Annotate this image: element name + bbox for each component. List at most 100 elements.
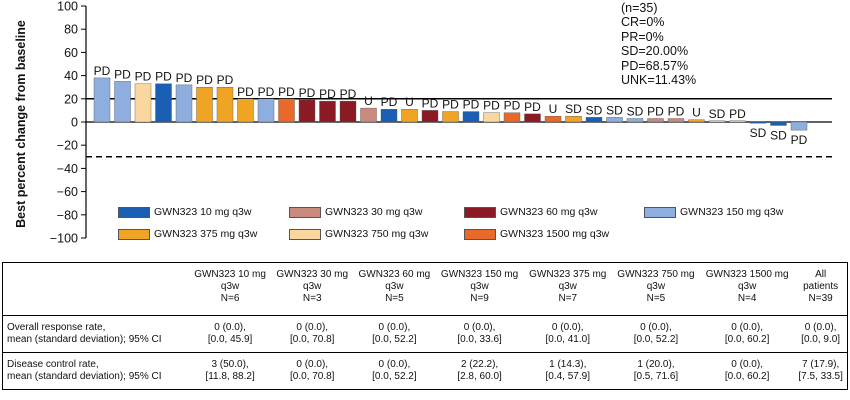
table-cell: 0 (0.0), [0.0, 45.9] (189, 315, 272, 353)
bar (421, 110, 439, 123)
table-cell: 2 (22.2), [2.8, 60.0] (435, 352, 524, 390)
bar-response-label: PD (299, 86, 316, 100)
table-cell: 0 (0.0), [0.0, 33.6] (435, 315, 524, 353)
bar (278, 98, 295, 123)
legend-label: GWN323 750 mg q3w (325, 228, 429, 240)
legend-item: GWN323 1500 mg q3w (464, 228, 609, 240)
bar (237, 98, 254, 123)
legend-swatch (644, 206, 676, 218)
table-cell: 0 (0.0), [0.0, 9.0] (794, 315, 848, 353)
bar (401, 109, 418, 123)
summary-cr: CR=0% (621, 15, 665, 30)
legend-swatch (464, 228, 496, 240)
bar (298, 99, 316, 123)
bar-response-label: SD (586, 103, 603, 117)
table-cell: 1 (20.0), [0.5, 71.6] (611, 352, 701, 390)
bar-response-label: PD (463, 98, 480, 112)
table-header-row: GWN323 10 mg q3w N=6 GWN323 30 mg q3w N=3 GW… (3, 263, 848, 316)
table-cell: 0 (0.0), [0.0, 52.2] (353, 352, 436, 390)
bar-response-label: PD (114, 67, 131, 81)
bar-response-label: SD (770, 128, 787, 142)
y-tick-label: 0 (71, 116, 78, 130)
legend-label: GWN323 150 mg q3w (680, 206, 784, 218)
table-header-cell: GWN323 60 mg q3w N=5 (358, 269, 431, 304)
bar (790, 121, 808, 131)
bar (565, 115, 582, 123)
bar-response-label: PD (483, 99, 500, 113)
bar-response-label: PD (94, 64, 111, 78)
table-header-cell: GWN323 750 mg q3w N=5 (617, 269, 695, 304)
bar-response-label: PD (381, 95, 398, 109)
bar-response-label: PD (504, 99, 521, 113)
response-rate-table: GWN323 10 mg q3w N=6 GWN323 30 mg q3w N=3 GW… (2, 262, 848, 390)
table-cell: 0 (0.0), [0.0, 52.2] (611, 315, 701, 353)
summary-n: (n=35) (621, 1, 658, 15)
table-cell: 0 (0.0), [0.0, 70.8] (271, 315, 354, 353)
legend-item: GWN323 150 mg q3w (644, 206, 783, 218)
bar (688, 119, 705, 123)
table-header-cell: GWN323 30 mg q3w N=3 (276, 269, 349, 304)
table-row: Disease control rate, mean (standard devi… (2, 352, 848, 390)
bar-response-label: PD (422, 96, 439, 110)
y-axis-label: Best percent change from baseline (9, 6, 33, 242)
y-tick-label: −40 (57, 162, 78, 176)
table-cell: 0 (0.0), [0.0, 70.8] (271, 352, 354, 390)
legend-label: GWN323 1500 mg q3w (500, 228, 610, 240)
bar-response-label: PD (135, 70, 152, 84)
bar (442, 111, 459, 123)
bar (380, 109, 398, 123)
legend-label: GWN323 30 mg q3w (325, 206, 423, 218)
bar-response-label: PD (278, 85, 295, 99)
bar (585, 117, 603, 123)
bar-response-label: PD (791, 133, 808, 147)
table-cell: 0 (0.0), [0.0, 52.2] (353, 315, 436, 353)
bar (339, 100, 357, 123)
legend-label: GWN323 375 mg q3w (154, 228, 258, 240)
bar-response-label: PD (196, 73, 213, 87)
legend-item: GWN323 30 mg q3w (289, 206, 422, 218)
bar-response-label: PD (237, 85, 254, 99)
bar (257, 98, 275, 123)
summary-pd: PD=68.57% (621, 58, 689, 73)
bar (524, 113, 541, 123)
table-cell: 0 (0.0), [0.0, 60.2] (700, 352, 795, 390)
legend-swatch (464, 206, 496, 218)
bar-response-label: PD (647, 105, 664, 119)
bar-response-label: U (549, 102, 558, 116)
bar (216, 86, 234, 123)
legend-swatch (289, 228, 321, 240)
bar (749, 121, 767, 124)
row-label: Overall response rate, mean (standard dev… (2, 315, 189, 353)
bar-response-label: PD (340, 87, 357, 101)
bar-response-label: SD (565, 102, 582, 116)
y-tick-label: −60 (57, 185, 78, 199)
bar (708, 120, 726, 123)
bar (544, 115, 562, 123)
bar (462, 111, 480, 123)
table-cell: 0 (0.0), [0.0, 41.0] (523, 315, 612, 353)
bar-response-label: SD (606, 103, 623, 117)
bar-response-label: PD (442, 98, 459, 112)
legend-item: GWN323 60 mg q3w (464, 206, 597, 218)
bar (667, 118, 685, 123)
legend-swatch (118, 228, 150, 240)
y-tick-label: 80 (64, 23, 78, 37)
response-summary: (n=35) CR=0% PR=0% SD=20.00% PD=68.57% U… (621, 1, 696, 87)
legend-item: GWN323 750 mg q3w (289, 228, 428, 240)
bar (114, 81, 131, 123)
bar-response-label: U (405, 95, 414, 109)
legend-swatch (289, 206, 321, 218)
bar (647, 118, 664, 123)
bar-response-label: SD (709, 107, 726, 121)
row-label: Disease control rate, mean (standard devi… (2, 352, 189, 390)
y-tick-label: −20 (57, 139, 78, 153)
y-axis-label-text: Best percent change from baseline (14, 20, 29, 228)
bar-response-label: PD (217, 73, 234, 87)
bar (770, 121, 787, 126)
bar-response-label: PD (524, 100, 541, 114)
bar-response-label: U (692, 106, 701, 120)
table-header-cell: GWN323 375 mg q3w N=7 (529, 269, 607, 304)
table-header-cell: All patients N=39 (803, 269, 839, 304)
bar-response-label: PD (668, 105, 685, 119)
